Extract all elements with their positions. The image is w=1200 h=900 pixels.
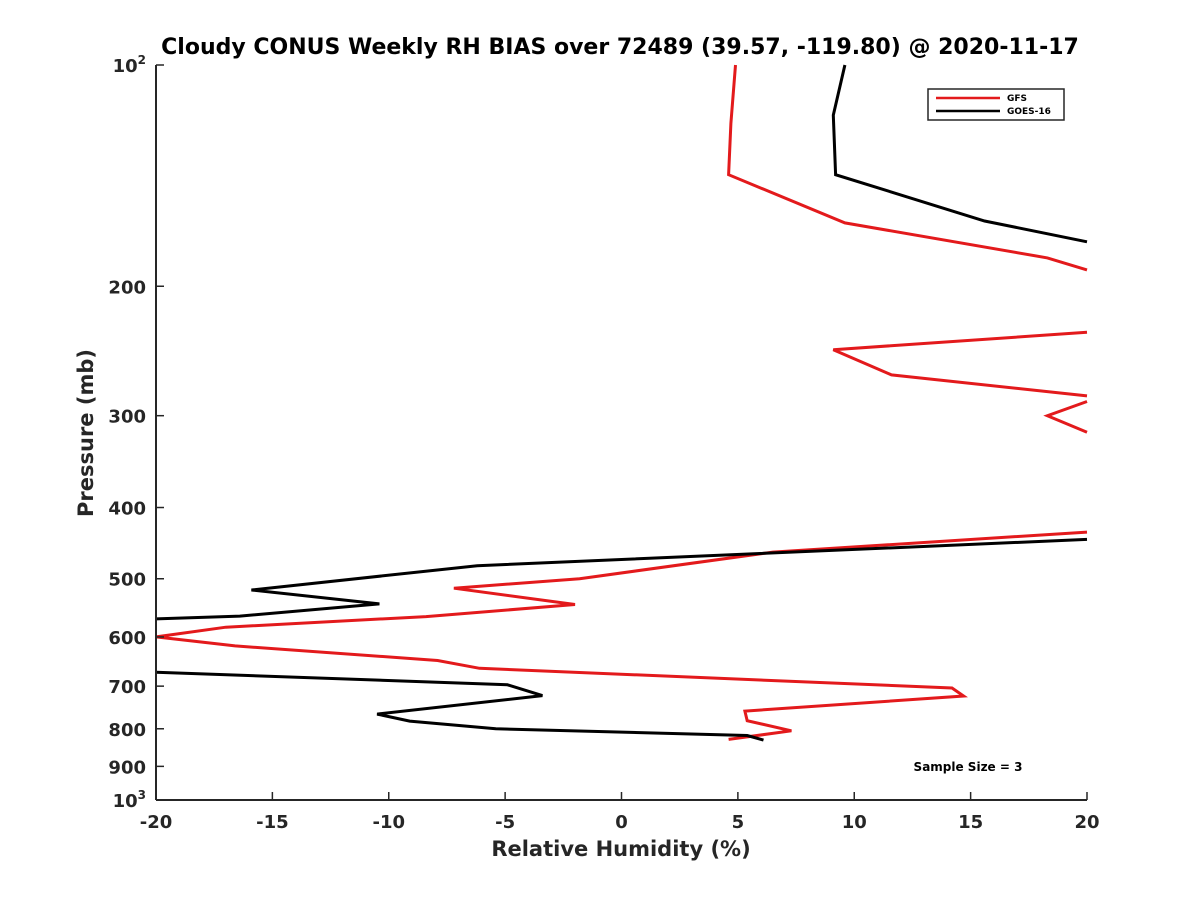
x-tick-label: 5 — [732, 812, 745, 833]
legend-label-gfs: GFS — [1007, 94, 1027, 104]
x-tick-label: 15 — [958, 812, 983, 833]
x-tick-label: -15 — [256, 812, 289, 833]
y-tick-label: 800 — [108, 720, 146, 741]
x-tick-label: -20 — [140, 812, 173, 833]
legend: GFS GOES-16 — [927, 88, 1065, 121]
y-tick-label: 200 — [108, 277, 146, 298]
y-tick-label: 103 — [113, 788, 146, 812]
y-tick-label: 400 — [108, 499, 146, 520]
y-axis-ticks: 102 200 300 400 500 600 700 800 900 103 — [108, 53, 164, 812]
x-tick-label: -10 — [372, 812, 405, 833]
sample-size-annotation: Sample Size = 3 — [914, 760, 1023, 774]
legend-label-goes16: GOES-16 — [1007, 107, 1051, 117]
plot-lines — [155, 64, 1088, 742]
y-tick-label: 300 — [108, 407, 146, 428]
x-tick-label: 10 — [842, 812, 867, 833]
x-tick-label: 0 — [615, 812, 628, 833]
chart-title: Cloudy CONUS Weekly RH BIAS over 72489 (… — [161, 35, 1079, 60]
y-tick-label: 600 — [108, 628, 146, 649]
legend-box — [927, 88, 1065, 121]
y-tick-label: 700 — [108, 677, 146, 698]
y-tick-label: 900 — [108, 757, 146, 778]
y-tick-label: 500 — [108, 570, 146, 591]
series-line-goes16 — [155, 64, 1088, 742]
y-tick-label: 102 — [113, 53, 146, 77]
series-line-gfs — [155, 64, 1088, 741]
y-axis-label: Pressure (mb) — [74, 349, 98, 517]
x-tick-label: -5 — [495, 812, 515, 833]
x-axis-label: Relative Humidity (%) — [491, 837, 750, 861]
x-tick-label: 20 — [1074, 812, 1099, 833]
x-axis-ticks: -20 -15 -10 -5 0 5 10 15 20 — [140, 792, 1100, 833]
